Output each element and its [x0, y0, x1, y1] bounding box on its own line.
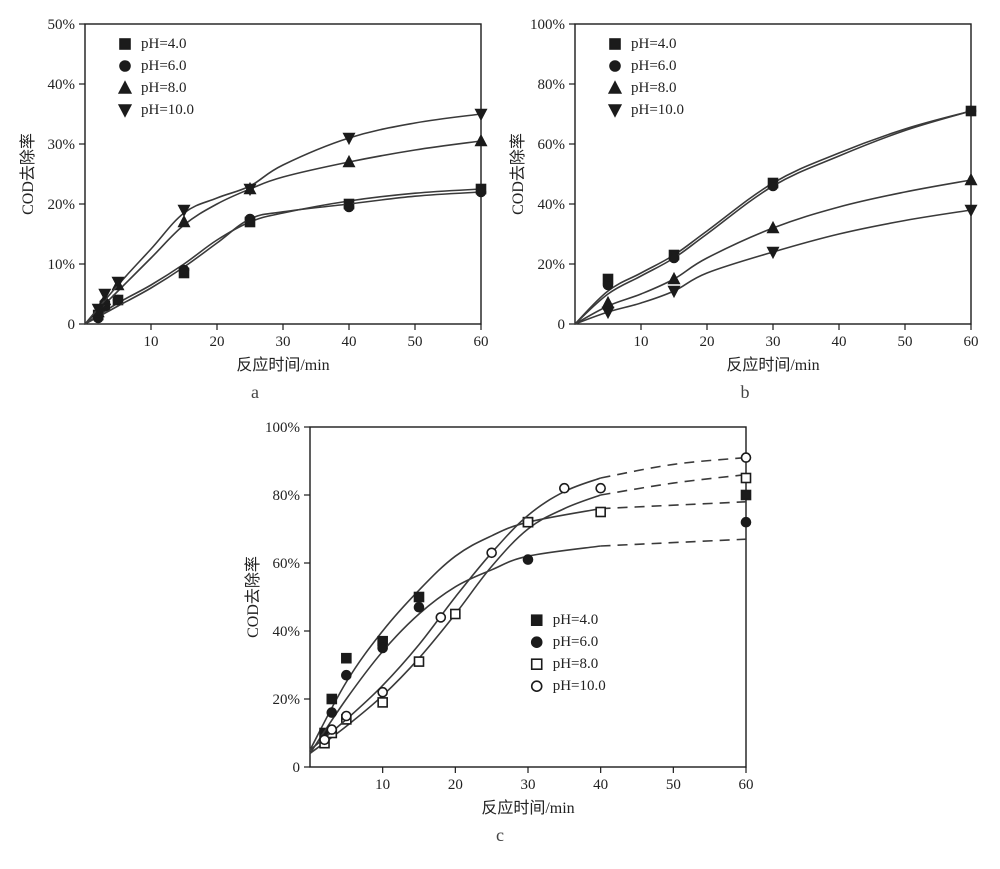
svg-text:pH=6.0: pH=6.0 [553, 634, 599, 650]
svg-text:60: 60 [474, 334, 489, 350]
svg-text:pH=4.0: pH=4.0 [631, 36, 677, 52]
svg-text:30: 30 [521, 777, 536, 793]
svg-text:20: 20 [700, 334, 715, 350]
svg-text:40%: 40% [273, 624, 301, 640]
panel-c: 0 20% 40% 60% 80% 100% 10 20 30 40 50 60 COD去除率反应时间/… [240, 413, 760, 846]
svg-text:60: 60 [739, 777, 754, 793]
bottom-row: 0 20% 40% 60% 80% 100% 10 20 30 40 50 60 COD去除率反应时间/… [10, 413, 990, 846]
panel-a-label: a [251, 382, 259, 403]
svg-text:30: 30 [276, 334, 291, 350]
svg-text:50: 50 [666, 777, 681, 793]
panel-c-label: c [496, 825, 504, 846]
svg-text:80%: 80% [273, 488, 301, 504]
chart-b: 0 20% 40% 60% 80% 100% 10 20 30 40 50 60 COD去除率反应时间/… [505, 10, 985, 380]
svg-text:pH=6.0: pH=6.0 [631, 58, 677, 74]
svg-text:10: 10 [375, 777, 390, 793]
svg-text:40%: 40% [48, 77, 76, 93]
svg-text:反应时间/min: 反应时间/min [726, 355, 819, 374]
svg-text:10%: 10% [48, 257, 76, 273]
svg-text:反应时间/min: 反应时间/min [481, 798, 574, 817]
svg-text:0: 0 [558, 317, 566, 333]
svg-text:pH=10.0: pH=10.0 [631, 102, 684, 118]
svg-text:50: 50 [408, 334, 423, 350]
svg-text:COD去除率: COD去除率 [19, 133, 37, 215]
svg-text:50%: 50% [48, 17, 76, 33]
svg-text:pH=10.0: pH=10.0 [141, 102, 194, 118]
svg-text:20%: 20% [48, 197, 76, 213]
panel-b: 0 20% 40% 60% 80% 100% 10 20 30 40 50 60 COD去除率反应时间/… [505, 10, 985, 403]
panel-b-label: b [741, 382, 750, 403]
svg-text:40: 40 [832, 334, 847, 350]
svg-text:40: 40 [593, 777, 608, 793]
svg-text:pH=8.0: pH=8.0 [141, 80, 187, 96]
svg-text:10: 10 [634, 334, 649, 350]
svg-text:20: 20 [210, 334, 225, 350]
chart-c: 0 20% 40% 60% 80% 100% 10 20 30 40 50 60 COD去除率反应时间/… [240, 413, 760, 823]
top-row: 0 10% 20% 30% 40% 50% 10 20 30 40 50 60 COD去除率反应时间/m… [10, 10, 990, 403]
svg-text:pH=8.0: pH=8.0 [631, 80, 677, 96]
svg-text:50: 50 [898, 334, 913, 350]
svg-text:20: 20 [448, 777, 463, 793]
svg-text:80%: 80% [538, 77, 566, 93]
svg-text:pH=6.0: pH=6.0 [141, 58, 187, 74]
svg-text:pH=4.0: pH=4.0 [553, 612, 599, 628]
svg-text:pH=4.0: pH=4.0 [141, 36, 187, 52]
svg-text:30: 30 [766, 334, 781, 350]
svg-text:COD去除率: COD去除率 [509, 133, 527, 215]
svg-text:pH=10.0: pH=10.0 [553, 678, 606, 694]
svg-text:20%: 20% [273, 692, 301, 708]
svg-text:10: 10 [144, 334, 159, 350]
svg-text:100%: 100% [530, 17, 565, 33]
svg-text:0: 0 [293, 760, 301, 776]
chart-a: 0 10% 20% 30% 40% 50% 10 20 30 40 50 60 COD去除率反应时间/m… [15, 10, 495, 380]
svg-text:60%: 60% [273, 556, 301, 572]
figure-grid: 010%20%30%40%50%102030405060COD去除率反应时间/m… [10, 10, 990, 846]
svg-text:40: 40 [342, 334, 357, 350]
svg-text:40%: 40% [538, 197, 566, 213]
svg-text:pH=8.0: pH=8.0 [553, 656, 599, 672]
svg-text:60: 60 [964, 334, 979, 350]
svg-text:60%: 60% [538, 137, 566, 153]
svg-text:反应时间/min: 反应时间/min [236, 355, 329, 374]
svg-text:0: 0 [68, 317, 76, 333]
svg-text:20%: 20% [538, 257, 566, 273]
panel-a: 0 10% 20% 30% 40% 50% 10 20 30 40 50 60 COD去除率反应时间/m… [15, 10, 495, 403]
svg-text:30%: 30% [48, 137, 76, 153]
svg-text:100%: 100% [265, 420, 300, 436]
svg-text:COD去除率: COD去除率 [244, 556, 262, 638]
